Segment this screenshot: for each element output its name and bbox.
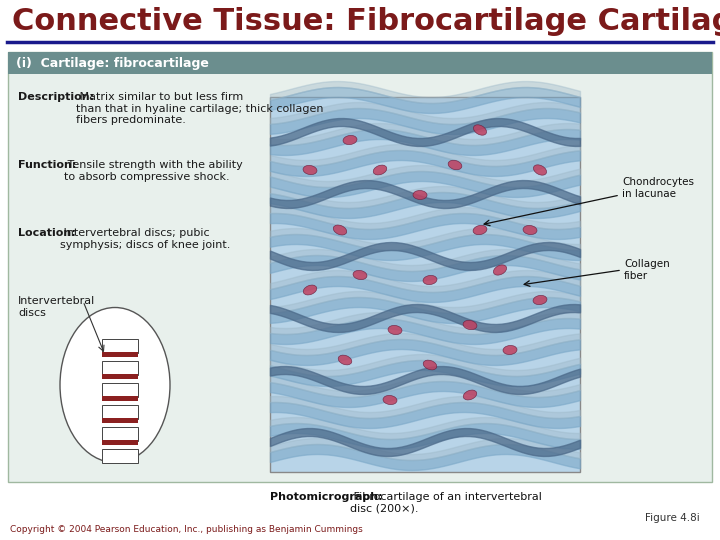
Text: Intervertebral
discs: Intervertebral discs [18, 296, 95, 318]
Ellipse shape [503, 346, 517, 355]
Text: Chondrocytes
in lacunae: Chondrocytes in lacunae [622, 177, 694, 199]
Ellipse shape [413, 191, 427, 199]
FancyBboxPatch shape [102, 374, 138, 379]
FancyBboxPatch shape [102, 352, 138, 357]
Ellipse shape [423, 275, 437, 285]
Text: Tensile strength with the ability
to absorb compressive shock.: Tensile strength with the ability to abs… [64, 160, 243, 181]
Ellipse shape [388, 326, 402, 335]
Text: Fibrocartilage of an intervertebral
disc (200×).: Fibrocartilage of an intervertebral disc… [350, 492, 542, 514]
Text: Connective Tissue: Fibrocartilage Cartilage: Connective Tissue: Fibrocartilage Cartil… [12, 8, 720, 37]
Text: Function:: Function: [18, 160, 76, 170]
Ellipse shape [534, 165, 546, 175]
Text: Intervertebral discs; pubic
symphysis; discs of knee joint.: Intervertebral discs; pubic symphysis; d… [60, 228, 230, 249]
Text: Collagen
fiber: Collagen fiber [624, 259, 670, 281]
FancyBboxPatch shape [102, 418, 138, 423]
Ellipse shape [303, 165, 317, 174]
Text: Copyright © 2004 Pearson Education, Inc., publishing as Benjamin Cummings: Copyright © 2004 Pearson Education, Inc.… [10, 525, 363, 535]
Ellipse shape [493, 265, 507, 275]
Ellipse shape [523, 226, 537, 234]
FancyBboxPatch shape [8, 52, 712, 482]
Ellipse shape [448, 160, 462, 170]
Ellipse shape [338, 355, 352, 365]
Ellipse shape [333, 225, 346, 235]
FancyBboxPatch shape [102, 361, 138, 375]
FancyBboxPatch shape [8, 52, 712, 74]
Ellipse shape [423, 360, 437, 370]
FancyBboxPatch shape [102, 449, 138, 463]
Text: (i)  Cartilage: fibrocartilage: (i) Cartilage: fibrocartilage [16, 57, 209, 70]
FancyBboxPatch shape [102, 440, 138, 445]
Ellipse shape [373, 165, 387, 175]
Ellipse shape [60, 307, 170, 462]
Text: Matrix similar to but less firm
than that in hyaline cartilage; thick collagen
f: Matrix similar to but less firm than tha… [76, 92, 323, 125]
Ellipse shape [474, 125, 487, 135]
FancyBboxPatch shape [102, 427, 138, 441]
FancyBboxPatch shape [270, 97, 580, 472]
Text: Photomicrograph:: Photomicrograph: [270, 492, 382, 502]
Text: Description:: Description: [18, 92, 94, 102]
Ellipse shape [343, 136, 357, 145]
Ellipse shape [353, 271, 367, 280]
Text: Location:: Location: [18, 228, 76, 238]
Ellipse shape [463, 320, 477, 329]
Ellipse shape [303, 285, 317, 295]
Ellipse shape [533, 295, 547, 305]
Ellipse shape [463, 390, 477, 400]
FancyBboxPatch shape [102, 396, 138, 401]
Ellipse shape [473, 225, 487, 235]
Ellipse shape [383, 395, 397, 404]
FancyBboxPatch shape [102, 339, 138, 353]
Text: Figure 4.8i: Figure 4.8i [645, 513, 700, 523]
FancyBboxPatch shape [102, 383, 138, 397]
FancyBboxPatch shape [102, 405, 138, 419]
